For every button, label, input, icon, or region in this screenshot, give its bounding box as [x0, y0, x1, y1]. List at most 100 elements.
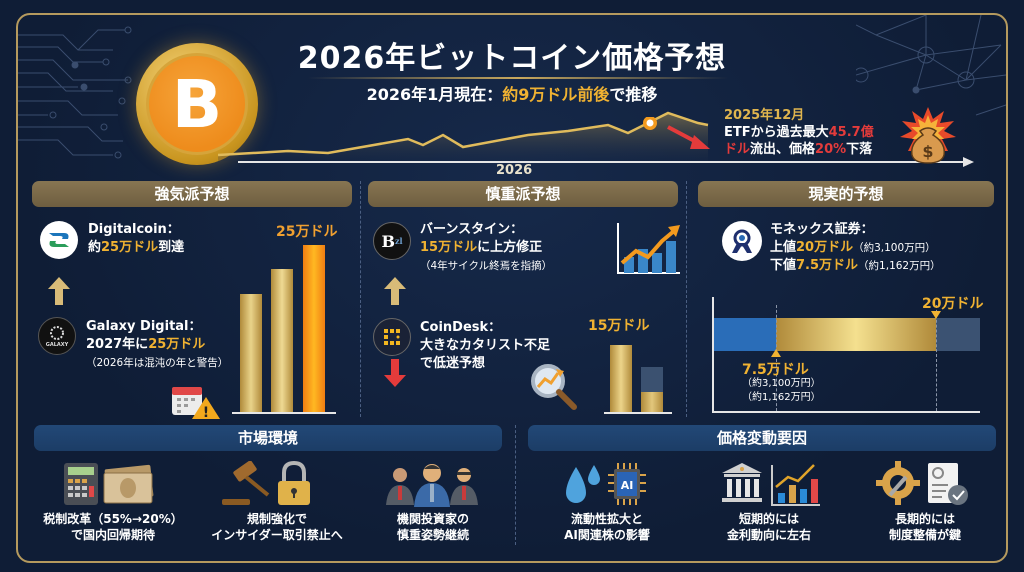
svg-text:!: ! — [203, 405, 209, 419]
range-above-high — [936, 318, 980, 351]
forecast-suffix: 到達 — [158, 240, 185, 255]
market-item-regulation: 規制強化で インサイダー取引禁止へ — [202, 511, 352, 543]
subtitle-suffix: で推移 — [609, 85, 658, 104]
event-unit: ドル — [724, 142, 751, 157]
calendar-warning-icon: ! — [172, 387, 220, 419]
lower-yen: （約1,162万円） — [858, 260, 941, 272]
cautious-bar-label: 15万ドル — [588, 318, 650, 334]
bullish-baseline — [232, 412, 336, 414]
gavel-lock-icon — [222, 461, 310, 505]
network-decoration-icon — [856, 15, 1006, 116]
factor-item-line-2: AI関連株の影響 — [564, 528, 650, 542]
low-marker-icon — [771, 349, 781, 357]
coindesk-logo-icon — [373, 318, 411, 356]
factor-item-line-1: 長期的には — [894, 512, 955, 526]
range-bar — [776, 318, 936, 351]
forecaster-name: Digitalcoin： — [88, 222, 180, 237]
forecast-note: （4年サイクル終焉を指摘） — [420, 260, 553, 272]
growth-chart-icon — [617, 223, 680, 274]
event-text: ETFから過去最大 — [724, 125, 829, 140]
range-axis-x — [712, 411, 980, 413]
title-divider — [308, 77, 728, 79]
forecast-note: （2026年は混沌の年と警告） — [86, 357, 229, 369]
factor-item-regulation: 長期的には 制度整備が鍵 — [850, 511, 1000, 543]
circuit-decoration-icon — [18, 26, 132, 159]
market-item-tax: 税制改革（55%→20%） で国内回帰期待 — [38, 511, 188, 543]
monex-forecast: モネックス証券： 上値20万ドル（約3,100万円） 下値7.5万ドル（約1,1… — [770, 221, 941, 275]
forecast-prefix: 2027年に — [86, 337, 149, 352]
monex-logo-icon — [722, 221, 762, 261]
subtitle-highlight: 約9万ドル前後 — [502, 85, 610, 104]
market-item-institutional: 機関投資家の 慎重姿勢継続 — [358, 511, 508, 543]
money-bag-explosion-icon: $ — [900, 107, 956, 164]
subtitle: 2026年1月現在：約9万ドル前後で推移 — [18, 81, 1006, 105]
low-marker-line — [776, 305, 777, 411]
range-below-low — [714, 318, 776, 351]
forecast-suffix: に上方修正 — [477, 240, 543, 255]
event-text-3: 下落 — [846, 142, 873, 157]
investors-icon — [386, 464, 478, 507]
digitalcoin-forecast: Digitalcoin： 約25万ドル到達 — [88, 221, 184, 257]
factor-item-interest: 短期的には 金利動向に左右 — [694, 511, 844, 543]
svg-text:AI: AI — [621, 479, 634, 492]
timeline-year: 2026 — [496, 163, 533, 178]
galaxy-logo-text: GALAXY — [45, 342, 69, 348]
arrow-up-icon — [48, 277, 70, 305]
factor-item-liquidity: 流動性拡大と AI関連株の影響 — [532, 511, 682, 543]
galaxy-logo-icon: GALAXY — [38, 317, 76, 355]
event-text-2: 流出、価格 — [750, 142, 816, 157]
range-axis-y — [712, 297, 714, 413]
forecast-value: 25万ドル — [148, 337, 206, 352]
lower-value: 7.5万ドル — [796, 258, 859, 273]
factor-item-line-2: 金利動向に左右 — [726, 528, 811, 542]
bernstein-forecast: バーンスタイン： 15万ドルに上方修正 （4年サイクル終焉を指摘） — [420, 221, 552, 275]
forecast-line-2: で低迷予想 — [420, 356, 486, 371]
divider — [686, 181, 687, 417]
market-item-line-2: インサイダー取引禁止へ — [211, 528, 343, 542]
liquidity-ai-chip-icon: AI — [566, 463, 646, 505]
magnifier-chart-icon — [531, 364, 577, 410]
range-high-label: 20万ドル — [922, 296, 984, 312]
realistic-header: 現実的予想 — [698, 181, 994, 207]
forecaster-name: モネックス証券： — [770, 222, 874, 237]
forecast-prefix: 約 — [88, 240, 102, 255]
market-header: 市場環境 — [34, 425, 502, 451]
high-marker-line — [936, 305, 937, 411]
forecast-line-1: 大きなカタリスト不足 — [420, 338, 551, 353]
bitcoin-symbol: B — [146, 53, 248, 155]
forecast-value: 25万ドル — [101, 240, 159, 255]
upper-label: 上値 — [770, 240, 797, 255]
forecaster-name: CoinDesk： — [420, 320, 502, 335]
bullish-bar-label: 25万ドル — [276, 224, 338, 240]
range-low-note-2: （約1,162万円） — [742, 392, 821, 403]
market-item-line-1: 規制強化で — [246, 512, 307, 526]
etf-outflow-event: 2025年12月 ETFから過去最大45.7億 ドル流出、価格20%下落 — [724, 107, 874, 158]
forecaster-name: バーンスタイン： — [420, 222, 524, 237]
svg-text:$: $ — [922, 142, 933, 161]
digitalcoin-logo-icon — [40, 221, 78, 259]
forecast-value: 15万ドル — [420, 240, 478, 255]
event-amount: 45.7億 — [828, 125, 874, 140]
upper-yen: （約3,100万円） — [853, 242, 936, 254]
factor-item-line-1: 短期的には — [738, 512, 799, 526]
bitcoin-coin-icon: B — [136, 43, 258, 165]
galaxy-forecast: Galaxy Digital： 2027年に25万ドル （2026年は混沌の年と… — [86, 318, 228, 372]
event-drop-percent: 20% — [815, 142, 847, 157]
market-item-line-1: 機関投資家の — [396, 512, 469, 526]
divider — [360, 181, 361, 417]
upper-value: 20万ドル — [796, 240, 854, 255]
bullish-bar-1 — [240, 294, 262, 412]
factors-header: 価格変動要因 — [528, 425, 996, 451]
factor-item-line-2: 制度整備が鍵 — [888, 528, 961, 542]
calculator-cash-icon — [64, 463, 154, 505]
divider — [515, 425, 516, 545]
bank-chart-icon — [722, 463, 820, 506]
market-item-line-2: 慎重姿勢継続 — [396, 528, 469, 542]
event-date: 2025年12月 — [724, 108, 805, 123]
lower-label: 下値 — [770, 258, 797, 273]
cautious-bar-1 — [610, 345, 632, 412]
cautious-baseline — [604, 412, 672, 414]
coindesk-forecast: CoinDesk： 大きなカタリスト不足 で低迷予想 — [420, 319, 550, 373]
forecaster-name: Galaxy Digital： — [86, 319, 202, 334]
